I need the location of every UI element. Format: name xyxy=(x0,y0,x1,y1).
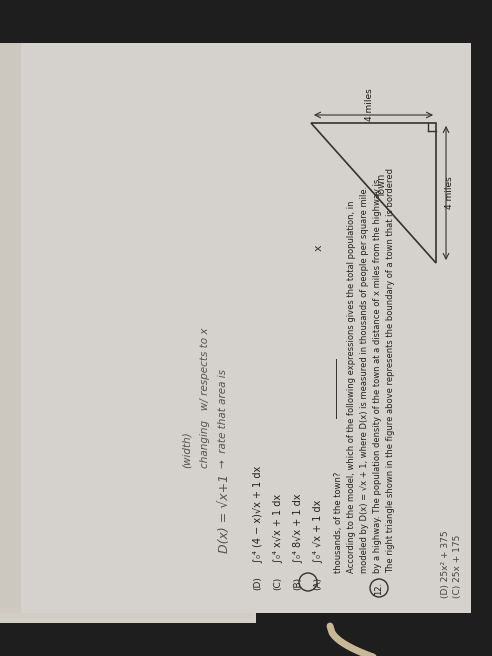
Text: ∫₀⁴ x√x + 1 dx: ∫₀⁴ x√x + 1 dx xyxy=(273,494,283,563)
Text: (A): (A) xyxy=(313,577,322,590)
Text: (D): (D) xyxy=(253,576,262,590)
Text: 12.: 12. xyxy=(374,581,383,594)
Text: x: x xyxy=(314,245,324,251)
Text: 4 miles: 4 miles xyxy=(365,89,374,121)
Bar xyxy=(0,43,246,613)
Bar xyxy=(0,43,241,608)
Text: Town: Town xyxy=(377,174,388,198)
Text: modeled by D(x) = √x + 1, where D(x) is measured in thousands of people per squa: modeled by D(x) = √x + 1, where D(x) is … xyxy=(360,186,369,573)
Text: ∫₀⁴ 8√x + 1 dx: ∫₀⁴ 8√x + 1 dx xyxy=(293,493,303,563)
Text: (B): (B) xyxy=(293,577,302,590)
Bar xyxy=(0,43,256,623)
Text: (C): (C) xyxy=(273,577,282,590)
Polygon shape xyxy=(29,51,463,605)
Text: (D) 25x² + 375: (D) 25x² + 375 xyxy=(441,530,450,598)
Text: thousands, of the town?: thousands, of the town? xyxy=(334,472,343,573)
Text: →  rate that area is: → rate that area is xyxy=(218,369,228,468)
Polygon shape xyxy=(21,43,471,613)
Text: According to the model, which of the following expressions gives the total popul: According to the model, which of the fol… xyxy=(347,201,356,573)
Text: The right triangle shown in the figure above represents the boundary of a town t: The right triangle shown in the figure a… xyxy=(386,168,395,573)
Bar xyxy=(0,43,251,618)
Text: 4 miles: 4 miles xyxy=(445,176,454,209)
Polygon shape xyxy=(25,47,467,609)
Text: (C) 25x + 175: (C) 25x + 175 xyxy=(453,535,462,598)
Text: D(x) = √x+1: D(x) = √x+1 xyxy=(218,474,231,553)
Text: ∫₀⁴ √x + 1 dx: ∫₀⁴ √x + 1 dx xyxy=(313,500,323,563)
Text: by a highway. The population density of the town at a distance of x miles from t: by a highway. The population density of … xyxy=(373,178,382,573)
Polygon shape xyxy=(33,55,459,601)
Text: changing   w/ respects to x: changing w/ respects to x xyxy=(200,327,210,468)
Text: (width): (width) xyxy=(182,431,192,468)
Text: ∫₀⁴ (4 − x)√x + 1 dx: ∫₀⁴ (4 − x)√x + 1 dx xyxy=(253,466,263,563)
